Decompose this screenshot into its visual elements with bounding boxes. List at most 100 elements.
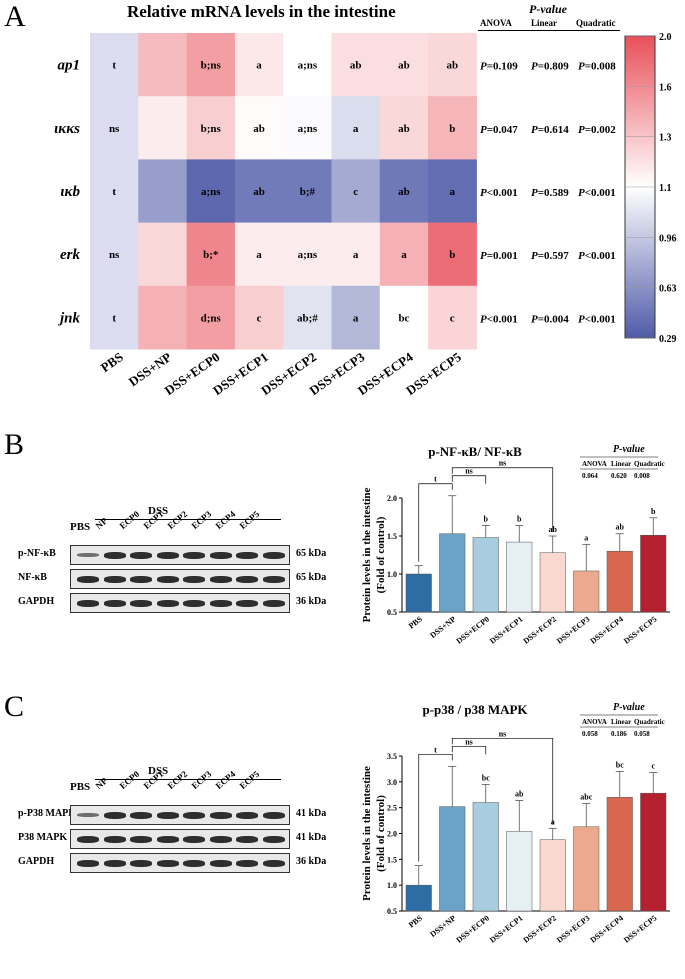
bar bbox=[539, 552, 566, 613]
blot-band bbox=[130, 599, 152, 607]
blot-band bbox=[77, 813, 99, 817]
pvalue-text: P<0.001 bbox=[578, 250, 616, 262]
heatmap-cell-label: a bbox=[353, 312, 359, 324]
blot-band bbox=[262, 859, 285, 867]
colorbar-tick-label: 0.63 bbox=[659, 284, 677, 295]
x-tick-label: DSS+ECP2 bbox=[522, 614, 558, 645]
bracket-label: ns bbox=[465, 467, 473, 476]
pvalue-text: P<0.001 bbox=[578, 187, 616, 199]
pvalue-text: P<0.001 bbox=[480, 187, 518, 199]
x-tick-label: DSS+ECP3 bbox=[555, 913, 591, 944]
pvalue-head-linear-a: Linear bbox=[531, 18, 557, 28]
pvalue-p: P bbox=[578, 187, 585, 199]
heatmap-cell bbox=[379, 96, 429, 160]
x-tick-label: DSS+ECP0 bbox=[455, 913, 491, 944]
blot-row-label: GAPDH bbox=[18, 856, 55, 867]
blot-band bbox=[236, 859, 258, 867]
heatmap-cell-label: b;* bbox=[203, 249, 219, 261]
pvalue-p: P bbox=[578, 250, 585, 262]
blot-band bbox=[236, 551, 258, 559]
blot-row-label: NF-κB bbox=[18, 572, 47, 583]
pvalue-text: P<0.001 bbox=[578, 313, 616, 325]
pvalue-value: 0.186 bbox=[611, 730, 627, 738]
pvalue-value: 0.008 bbox=[634, 472, 650, 480]
panel-letter-b: B bbox=[4, 428, 25, 461]
pvalue-text: P=0.109 bbox=[480, 61, 518, 73]
x-tick-label: DSS+ECP1 bbox=[488, 614, 524, 645]
heatmap-cell bbox=[428, 285, 477, 350]
significance-letter: c bbox=[651, 762, 655, 771]
colorbar-tick-label: 2.0 bbox=[659, 32, 672, 43]
pvalue-num: <0.001 bbox=[585, 250, 616, 262]
blot-band bbox=[77, 553, 99, 557]
blot-band bbox=[103, 575, 126, 583]
heatmap-cell-label: ns bbox=[109, 123, 120, 135]
bar bbox=[472, 537, 499, 613]
bar bbox=[573, 570, 600, 613]
blot-kda-label: 65 kDa bbox=[296, 548, 327, 559]
heatmap-cell-label: b;ns bbox=[201, 123, 222, 135]
blot-group-label: DSS bbox=[148, 765, 169, 777]
heatmap-cell-label: ab bbox=[446, 60, 458, 72]
heatmap-column-label: DSS+ECP5 bbox=[403, 349, 464, 398]
heatmap-cell bbox=[234, 285, 284, 350]
bar bbox=[506, 541, 533, 613]
heatmap-cell-label: t bbox=[112, 312, 116, 324]
blot-kda-label: 41 kDa bbox=[296, 832, 327, 843]
heatmap-cell bbox=[428, 159, 477, 224]
heatmap-cell-label: a bbox=[401, 249, 407, 261]
pvalue-num: =0.614 bbox=[538, 124, 570, 136]
pvalue-head-quadratic-a: Quadratic bbox=[576, 18, 616, 28]
heatmap-cell bbox=[90, 33, 139, 97]
pvalue-p: P bbox=[480, 187, 487, 199]
blot-group-line bbox=[95, 779, 281, 780]
heatmap-cell-label: a;ns bbox=[298, 60, 318, 72]
blot-band bbox=[209, 811, 232, 819]
heatmap-cell bbox=[138, 222, 188, 287]
y-tick-label: 2.5 bbox=[387, 804, 397, 813]
blot-band bbox=[209, 835, 232, 843]
bar bbox=[640, 792, 667, 912]
bar bbox=[640, 534, 667, 613]
heatmap-cell-label: a bbox=[256, 249, 262, 261]
colorbar-tick-label: 0.96 bbox=[659, 233, 677, 244]
y-tick-label: 1.5 bbox=[387, 855, 397, 864]
pvalue-title: P-value bbox=[613, 444, 645, 455]
blot-band bbox=[183, 835, 205, 843]
blot-band bbox=[156, 575, 179, 583]
y-tick-label: 0.5 bbox=[387, 907, 397, 916]
heatmap-cell-label: ns bbox=[109, 249, 120, 261]
heatmap-column-label: PBS bbox=[98, 349, 126, 375]
y-tick-label: 3.5 bbox=[387, 752, 397, 761]
bar bbox=[405, 884, 432, 912]
blot-band bbox=[262, 811, 285, 819]
bar bbox=[606, 797, 633, 912]
blot-group-label: DSS bbox=[148, 505, 169, 517]
pvalue-p: P bbox=[531, 124, 538, 136]
blot-lane-label: NP bbox=[93, 515, 110, 531]
significance-letter: a bbox=[584, 533, 588, 542]
bracket-label: ns bbox=[499, 729, 507, 738]
heatmap-cell bbox=[234, 222, 284, 287]
bar bbox=[539, 839, 566, 912]
bracket bbox=[451, 467, 554, 532]
heatmap-cell-label: a bbox=[353, 249, 359, 261]
y-tick-label: 1.5 bbox=[387, 532, 397, 541]
blot-row-label: GAPDH bbox=[18, 596, 55, 607]
significance-letter: ab bbox=[515, 789, 524, 798]
heatmap-cell-label: t bbox=[112, 60, 116, 72]
blot-strip-b bbox=[70, 569, 290, 589]
heatmap-cell-label: a;ns bbox=[298, 249, 318, 261]
bar bbox=[606, 550, 633, 613]
blot-strip-c bbox=[70, 853, 290, 873]
pvalue-text: P=0.589 bbox=[531, 187, 569, 199]
blot-band bbox=[77, 599, 99, 607]
blot-band bbox=[183, 811, 205, 819]
pvalue-num: <0.001 bbox=[585, 187, 616, 199]
blot-band bbox=[262, 551, 285, 559]
bracket-label: t bbox=[434, 475, 437, 484]
blot-band bbox=[103, 811, 126, 819]
significance-letter: b bbox=[651, 507, 656, 516]
heatmap-cell bbox=[138, 33, 188, 97]
blot-kda-label: 36 kDa bbox=[296, 856, 327, 867]
